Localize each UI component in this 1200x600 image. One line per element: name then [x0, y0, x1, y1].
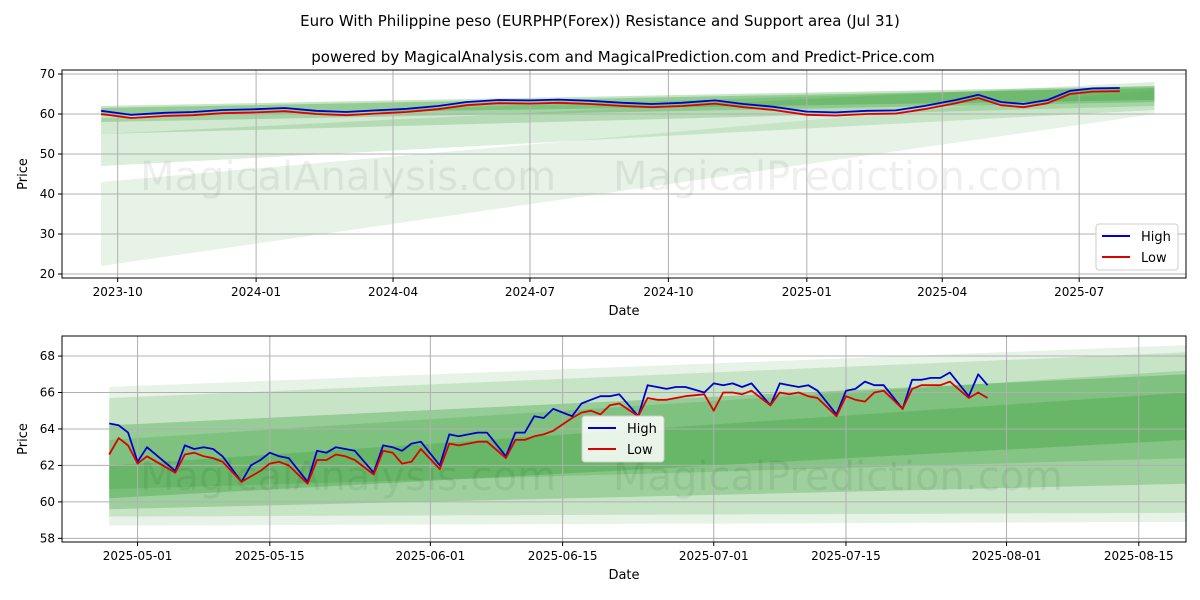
x-tick-label: 2025-07-15: [811, 549, 881, 563]
y-tick-label: 62: [40, 458, 55, 472]
legend-label-high: High: [627, 422, 657, 437]
legend-label-low: Low: [627, 443, 653, 458]
legend: High Low: [1095, 223, 1179, 271]
x-axis-label: Date: [608, 304, 639, 319]
chart-title: Euro With Philippine peso (EURPHP(Forex)…: [300, 12, 900, 30]
support-resistance-band: [101, 90, 1155, 266]
series-line-low: [108, 380, 989, 485]
grid: [62, 70, 1186, 278]
x-tick-label: 2025-08-15: [1104, 549, 1174, 563]
watermark-text: MagicalPrediction.com: [613, 154, 1063, 200]
legend: High Low: [581, 415, 665, 463]
y-tick-label: 66: [40, 386, 55, 400]
band-group: [101, 82, 1155, 266]
watermark-text: MagicalAnalysis.com: [140, 454, 556, 500]
y-tick-label: 30: [40, 227, 55, 241]
support-resistance-band: [101, 88, 1155, 116]
x-tick-label: 2025-01: [782, 285, 832, 299]
top-chart-panel: MagicalAnalysis.com MagicalPrediction.com…: [16, 67, 1187, 319]
y-tick-label: 64: [40, 422, 55, 436]
x-tick-label: 2024-10: [643, 285, 693, 299]
legend-label-high: High: [1141, 230, 1171, 245]
y-tick-label: 50: [40, 147, 55, 161]
y-axis-label: Price: [16, 158, 31, 190]
plot-frame: [61, 69, 1187, 279]
watermark-text: MagicalAnalysis.com: [140, 154, 556, 200]
x-tick-label: 2025-05-01: [103, 549, 173, 563]
x-tick-label: 2024-04: [368, 285, 418, 299]
x-tick-label: 2025-05-15: [235, 549, 305, 563]
y-tick-label: 20: [40, 267, 55, 281]
support-resistance-band: [101, 86, 1155, 122]
x-tick-label: 2025-06-01: [395, 549, 465, 563]
y-tick-label: 68: [40, 349, 55, 363]
support-resistance-band: [101, 82, 1155, 166]
y-tick-label: 58: [40, 531, 55, 545]
x-tick-label: 2024-07: [505, 285, 555, 299]
legend-label-low: Low: [1141, 251, 1167, 266]
support-resistance-band: [101, 86, 1155, 134]
x-axis-label: Date: [608, 568, 639, 583]
series-line-high: [100, 87, 1120, 116]
x-tick-label: 2025-07: [1054, 285, 1104, 299]
series-line-low: [100, 90, 1120, 119]
y-tick-label: 40: [40, 187, 55, 201]
y-axis-label: Price: [16, 423, 31, 455]
series-line-high: [109, 371, 989, 483]
y-tick-label: 70: [40, 67, 55, 81]
watermark-text: MagicalPrediction.com: [613, 454, 1063, 500]
x-tick-label: 2025-07-01: [679, 549, 749, 563]
y-tick-label: 60: [40, 107, 55, 121]
chart-subtitle: powered by MagicalAnalysis.com and Magic…: [311, 48, 935, 66]
y-tick-label: 60: [40, 495, 55, 509]
x-tick-label: 2025-04: [917, 285, 967, 299]
x-tick-label: 2024-01: [231, 285, 281, 299]
plot-frame: [61, 335, 1187, 543]
bottom-chart-panel: MagicalAnalysis.com MagicalPrediction.com…: [16, 335, 1187, 583]
x-tick-label: 2023-10: [93, 285, 143, 299]
x-tick-label: 2025-08-01: [972, 549, 1042, 563]
x-tick-label: 2025-06-15: [528, 549, 598, 563]
